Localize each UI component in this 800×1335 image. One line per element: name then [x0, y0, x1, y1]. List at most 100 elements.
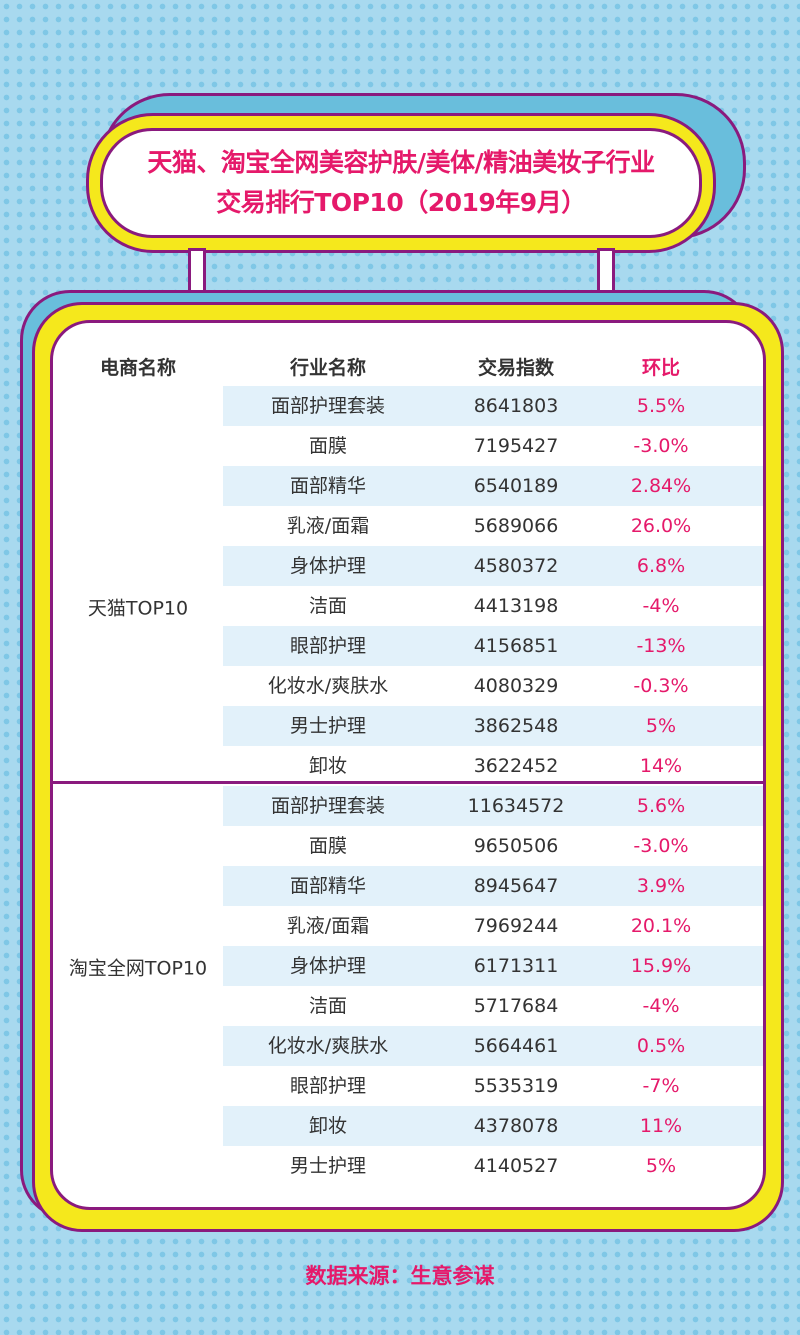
- index-cell: 3622452: [473, 755, 559, 777]
- table-row: 男士护理 3862548 5%: [53, 706, 763, 746]
- change-cell: 5.5%: [636, 395, 686, 417]
- industry-cell: 面部护理套装: [270, 395, 386, 417]
- index-cell: 4580372: [473, 555, 559, 577]
- industry-cell: 面部精华: [289, 875, 367, 897]
- group-label-tmall: 天猫TOP10: [87, 597, 189, 620]
- industry-cell: 卸妆: [308, 755, 348, 777]
- industry-cell: 面膜: [308, 435, 348, 457]
- row-stripe: [223, 466, 763, 506]
- index-cell: 4080329: [473, 675, 559, 697]
- row-stripe: [223, 1106, 763, 1146]
- table-row: 面部护理套装 8641803 5.5%: [53, 386, 763, 426]
- industry-cell: 化妆水/爽肤水: [267, 1035, 389, 1057]
- table-row: 乳液/面霜 7969244 20.1%: [53, 906, 763, 946]
- header-industry: 行业名称: [289, 357, 367, 379]
- table-row: 面部精华 8945647 3.9%: [53, 866, 763, 906]
- change-cell: 5%: [645, 1155, 677, 1177]
- group-divider: [53, 781, 763, 784]
- header-change: 环比: [641, 357, 681, 379]
- industry-cell: 卸妆: [308, 1115, 348, 1137]
- row-stripe: [223, 946, 763, 986]
- table-row: 面部护理套装 11634572 5.6%: [53, 786, 763, 826]
- index-cell: 8945647: [473, 875, 559, 897]
- data-source: 数据来源：生意参谋: [305, 1264, 495, 1288]
- table-row: 卸妆 3622452 14%: [53, 746, 763, 786]
- page-title-line2: 交易排行TOP10（2019年9月）: [216, 188, 586, 217]
- table-row: 洁面 5717684 -4%: [53, 986, 763, 1026]
- change-cell: 6.8%: [636, 555, 686, 577]
- ranking-table: 电商名称 行业名称 交易指数 环比 天猫TOP10 淘宝全网TOP10 面部护理…: [50, 320, 766, 1210]
- index-cell: 5664461: [473, 1035, 559, 1057]
- change-cell: -3.0%: [633, 435, 689, 457]
- change-cell: 5.6%: [636, 795, 686, 817]
- change-cell: -4%: [642, 995, 680, 1017]
- industry-cell: 面膜: [308, 835, 348, 857]
- table-row: 眼部护理 4156851 -13%: [53, 626, 763, 666]
- row-stripe: [223, 786, 763, 826]
- row-stripe: [223, 626, 763, 666]
- change-cell: 26.0%: [630, 515, 692, 537]
- row-stripe: [223, 386, 763, 426]
- industry-cell: 男士护理: [289, 715, 367, 737]
- index-cell: 6171311: [473, 955, 559, 977]
- industry-cell: 身体护理: [289, 555, 367, 577]
- change-cell: -7%: [642, 1075, 680, 1097]
- index-cell: 7969244: [473, 915, 559, 937]
- index-cell: 4156851: [473, 635, 559, 657]
- industry-cell: 乳液/面霜: [286, 915, 370, 937]
- change-cell: 2.84%: [630, 475, 692, 497]
- index-cell: 9650506: [473, 835, 559, 857]
- title-badge: 天猫、淘宝全网美容护肤/美体/精油美妆子行业 交易排行TOP10（2019年9月…: [100, 128, 702, 238]
- table-row: 身体护理 6171311 15.9%: [53, 946, 763, 986]
- index-cell: 4140527: [473, 1155, 559, 1177]
- change-cell: 11%: [639, 1115, 683, 1137]
- change-cell: 3.9%: [636, 875, 686, 897]
- table-row: 面膜 7195427 -3.0%: [53, 426, 763, 466]
- group-label-taobao: 淘宝全网TOP10: [68, 957, 208, 980]
- change-cell: 14%: [639, 755, 683, 777]
- row-stripe: [223, 706, 763, 746]
- row-stripe: [223, 1026, 763, 1066]
- industry-cell: 化妆水/爽肤水: [267, 675, 389, 697]
- table-row: 乳液/面霜 5689066 26.0%: [53, 506, 763, 546]
- industry-cell: 洁面: [308, 995, 348, 1017]
- row-stripe: [223, 546, 763, 586]
- table-row: 男士护理 4140527 5%: [53, 1146, 763, 1186]
- change-cell: 15.9%: [630, 955, 692, 977]
- industry-cell: 面部精华: [289, 475, 367, 497]
- change-cell: -3.0%: [633, 835, 689, 857]
- industry-cell: 眼部护理: [289, 1075, 367, 1097]
- table-row: 洁面 4413198 -4%: [53, 586, 763, 626]
- header-platform: 电商名称: [99, 357, 177, 379]
- change-cell: 5%: [645, 715, 677, 737]
- index-cell: 11634572: [467, 795, 565, 817]
- index-cell: 7195427: [473, 435, 559, 457]
- industry-cell: 眼部护理: [289, 635, 367, 657]
- index-cell: 4378078: [473, 1115, 559, 1137]
- index-cell: 8641803: [473, 395, 559, 417]
- index-cell: 5535319: [473, 1075, 559, 1097]
- page-title-line1: 天猫、淘宝全网美容护肤/美体/精油美妆子行业: [147, 148, 655, 177]
- industry-cell: 面部护理套装: [270, 795, 386, 817]
- change-cell: -0.3%: [633, 675, 689, 697]
- change-cell: 20.1%: [630, 915, 692, 937]
- index-cell: 6540189: [473, 475, 559, 497]
- index-cell: 5717684: [473, 995, 559, 1017]
- index-cell: 4413198: [473, 595, 559, 617]
- industry-cell: 男士护理: [289, 1155, 367, 1177]
- table-row: 身体护理 4580372 6.8%: [53, 546, 763, 586]
- change-cell: -13%: [636, 635, 686, 657]
- industry-cell: 身体护理: [289, 955, 367, 977]
- row-stripe: [223, 866, 763, 906]
- header-index: 交易指数: [477, 357, 555, 379]
- table-row: 面部精华 6540189 2.84%: [53, 466, 763, 506]
- index-cell: 3862548: [473, 715, 559, 737]
- table-row: 卸妆 4378078 11%: [53, 1106, 763, 1146]
- industry-cell: 洁面: [308, 595, 348, 617]
- change-cell: -4%: [642, 595, 680, 617]
- industry-cell: 乳液/面霜: [286, 515, 370, 537]
- change-cell: 0.5%: [636, 1035, 686, 1057]
- table-row: 面膜 9650506 -3.0%: [53, 826, 763, 866]
- table-row: 化妆水/爽肤水 4080329 -0.3%: [53, 666, 763, 706]
- index-cell: 5689066: [473, 515, 559, 537]
